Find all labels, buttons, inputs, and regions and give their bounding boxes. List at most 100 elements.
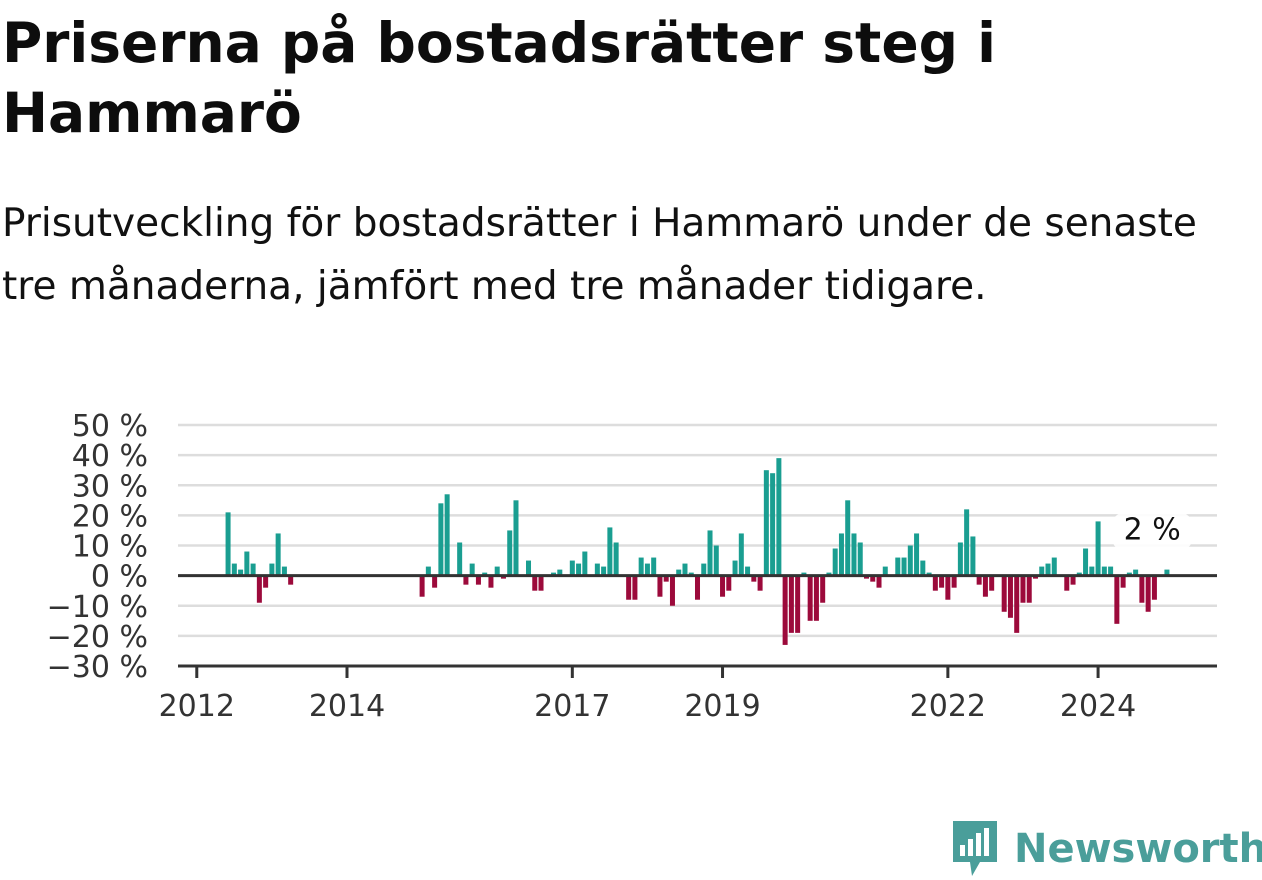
bar — [513, 500, 519, 576]
bar — [807, 575, 813, 621]
bar — [1076, 572, 1082, 576]
bar — [720, 575, 726, 597]
bar — [538, 575, 544, 591]
bar — [644, 563, 650, 576]
bar — [250, 563, 256, 576]
bar — [663, 575, 669, 582]
bar — [1007, 575, 1013, 618]
bar — [970, 536, 976, 576]
bar — [895, 557, 901, 576]
bar — [419, 575, 425, 597]
bar — [907, 545, 913, 576]
bar — [788, 575, 794, 633]
bar — [982, 575, 988, 597]
x-tick-label: 2019 — [684, 689, 760, 724]
bar — [1026, 575, 1032, 603]
bar — [576, 563, 582, 576]
bar — [669, 575, 675, 606]
bar — [457, 542, 463, 576]
bar — [876, 575, 882, 588]
bar — [757, 575, 763, 591]
bar — [1126, 572, 1132, 576]
bar — [582, 551, 588, 576]
x-tick-label: 2017 — [534, 689, 610, 724]
bar — [425, 566, 431, 576]
bar — [926, 572, 932, 576]
bar — [482, 572, 488, 576]
bar — [801, 572, 807, 576]
x-tick-label: 2014 — [309, 689, 385, 724]
bar — [438, 503, 444, 576]
bar-layer — [225, 458, 1170, 645]
bar — [594, 563, 600, 576]
bar — [989, 575, 995, 591]
bar — [957, 542, 963, 576]
bar — [951, 575, 957, 588]
y-tick-label: 20 % — [72, 499, 148, 534]
bar — [813, 575, 819, 621]
x-tick-label: 2024 — [1060, 689, 1136, 724]
bar — [607, 527, 613, 576]
bar — [726, 575, 732, 591]
bar — [795, 575, 801, 633]
y-tick-label: −30 % — [47, 650, 148, 685]
bar — [1145, 575, 1151, 612]
chart-subtitle: Prisutveckling för bostadsrätter i Hamma… — [2, 201, 1197, 309]
bar — [244, 551, 250, 576]
annotation-background — [1112, 512, 1193, 551]
annotation-label: 2 % — [1124, 513, 1181, 548]
bar — [263, 575, 269, 588]
bar — [1095, 521, 1101, 576]
bar — [1120, 575, 1126, 588]
bar — [751, 575, 757, 582]
bar — [432, 575, 438, 588]
bar — [688, 572, 694, 576]
bar — [1101, 566, 1107, 576]
bar — [225, 512, 231, 576]
bar — [1045, 563, 1051, 576]
newsworthy-logo-icon — [953, 821, 997, 876]
bar — [463, 575, 469, 585]
bar — [738, 533, 744, 576]
bar — [651, 557, 657, 576]
bar — [901, 557, 907, 576]
bar — [776, 458, 782, 576]
bar — [256, 575, 262, 603]
bar — [732, 560, 738, 576]
bar — [1089, 566, 1095, 576]
label-layer: 50 %40 %30 %20 %10 %0 %−10 %−20 %−30 % 20… — [47, 409, 1193, 724]
bar — [1133, 569, 1139, 576]
bar — [1051, 557, 1057, 576]
y-tick-label: 50 % — [72, 409, 148, 444]
brand-name: Newsworthy — [1014, 826, 1262, 872]
bar — [1164, 569, 1170, 576]
bar — [469, 563, 475, 576]
bar — [1083, 548, 1089, 576]
bar — [657, 575, 663, 597]
bar — [826, 572, 832, 576]
bar — [820, 575, 826, 603]
bar — [763, 470, 769, 576]
bar — [707, 530, 713, 576]
bar — [782, 575, 788, 645]
bar — [632, 575, 638, 600]
bar — [281, 566, 287, 576]
y-tick-label: 30 % — [72, 469, 148, 504]
bar — [964, 509, 970, 576]
bar — [1032, 575, 1038, 579]
bar — [1039, 566, 1045, 576]
bar — [551, 572, 557, 576]
bar — [494, 566, 500, 576]
bar — [882, 566, 888, 576]
bar — [857, 542, 863, 576]
bar — [945, 575, 951, 600]
bar — [238, 569, 244, 576]
bar — [569, 560, 575, 576]
bar — [701, 563, 707, 576]
bar — [1001, 575, 1007, 612]
bar — [1014, 575, 1020, 633]
bar — [275, 533, 281, 576]
bar — [288, 575, 294, 585]
bar — [444, 494, 450, 576]
bar — [939, 575, 945, 588]
